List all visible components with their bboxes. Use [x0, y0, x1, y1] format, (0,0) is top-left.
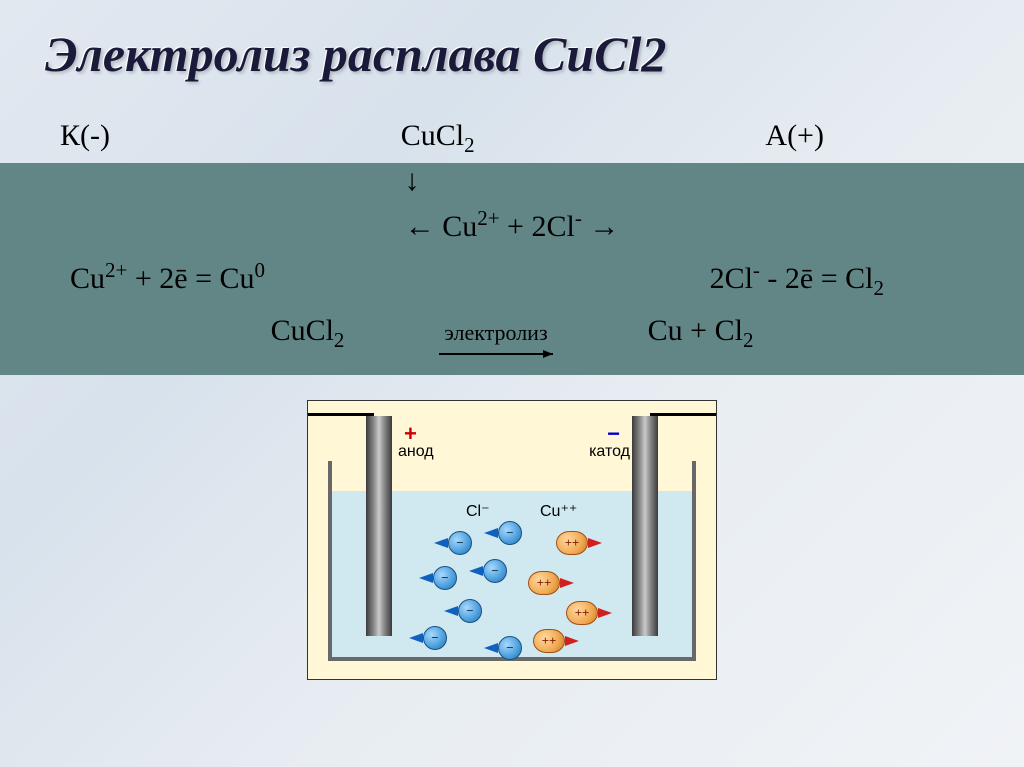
cation-arrow-icon — [588, 538, 602, 548]
cathode-text-label: катод — [589, 443, 630, 461]
electrolysis-arrow-label: электролиз — [444, 316, 547, 349]
anode-electrode — [366, 416, 392, 636]
chloride-ion-icon: − — [448, 531, 472, 555]
anion-arrow-icon — [409, 633, 423, 643]
cathode-label: К(-) — [60, 113, 110, 162]
anode-text-label: анод — [398, 443, 434, 461]
anion-arrow-icon — [484, 528, 498, 538]
cation-arrow-icon — [560, 578, 574, 588]
dissociation-row: ← Cu2+ + 2Cl- → — [40, 203, 984, 249]
anion-arrow-icon — [419, 573, 433, 583]
electrolysis-diagram: + − анод катод Cl⁻ Cu⁺⁺ −−−−−−−++++++++ — [307, 400, 717, 680]
cation-species-label: Cu⁺⁺ — [540, 501, 577, 521]
anode-label: A(+) — [765, 113, 824, 162]
chloride-ion-icon: − — [483, 559, 507, 583]
copper-ion-icon: ++ — [528, 571, 560, 595]
overall-reaction-row: CuCl2 электролиз Cu + Cl2 — [40, 308, 984, 357]
chloride-ion-icon: − — [498, 521, 522, 545]
top-labels-row: К(-) CuCl2 A(+) — [40, 113, 984, 162]
anion-arrow-icon — [434, 538, 448, 548]
overall-right: Cu + Cl2 — [648, 308, 754, 357]
half-reactions-row: Cu2+ + 2ē = Cu0 2Cl- - 2ē = Cl2 — [40, 255, 984, 305]
cathode-reaction: Cu2+ + 2ē = Cu0 — [70, 255, 265, 305]
copper-ion-icon: ++ — [566, 601, 598, 625]
copper-ion-icon: ++ — [533, 629, 565, 653]
chloride-ion-icon: − — [423, 626, 447, 650]
slide-title: Электролиз расплава CuCl2 — [0, 0, 1024, 103]
anion-arrow-icon — [469, 566, 483, 576]
overall-left: CuCl2 — [271, 308, 345, 357]
chloride-ion-icon: − — [433, 566, 457, 590]
equation-block: К(-) CuCl2 A(+) ↓ ← Cu2+ + 2Cl- → Cu2+ +… — [0, 103, 1024, 375]
anion-arrow-icon — [444, 606, 458, 616]
anion-arrow-icon — [484, 643, 498, 653]
compound: CuCl2 — [401, 113, 475, 162]
anode-reaction: 2Cl- - 2ē = Cl2 — [710, 255, 884, 305]
cation-arrow-icon — [565, 636, 579, 646]
cathode-electrode — [632, 416, 658, 636]
chloride-ion-icon: − — [498, 636, 522, 660]
anion-species-label: Cl⁻ — [466, 501, 490, 521]
right-wire — [650, 413, 716, 416]
cation-arrow-icon — [598, 608, 612, 618]
copper-ion-icon: ++ — [556, 531, 588, 555]
left-wire — [308, 413, 374, 416]
chloride-ion-icon: − — [458, 599, 482, 623]
down-arrow-icon: ↓ — [405, 164, 420, 197]
arrow-down-row: ↓ — [40, 158, 984, 203]
